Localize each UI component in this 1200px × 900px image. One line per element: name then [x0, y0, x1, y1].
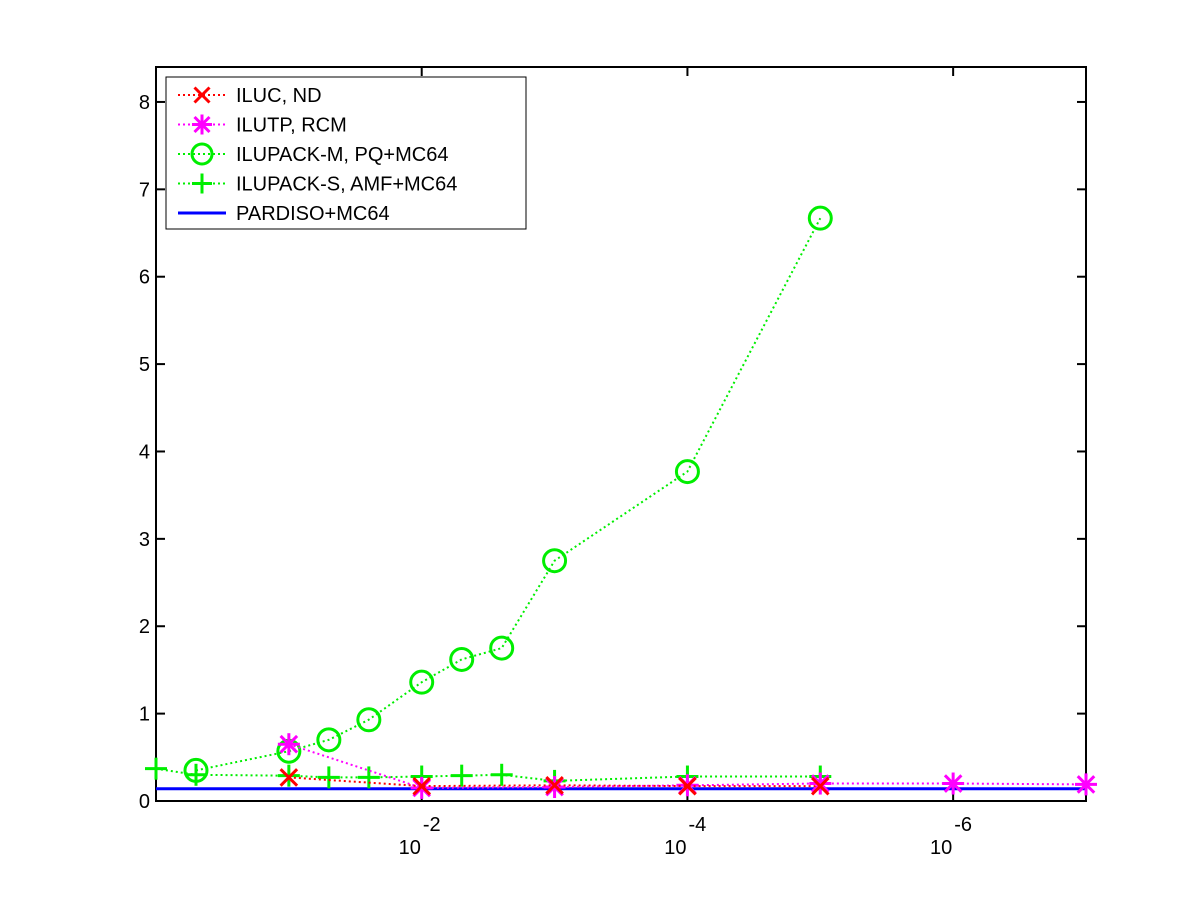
data-point-star — [942, 772, 965, 795]
data-point-circle — [183, 757, 209, 783]
data-point-x — [412, 776, 432, 796]
x-tick-label-base: 10 — [664, 837, 686, 859]
y-tick-label: 0 — [139, 791, 150, 813]
data-point-plus — [317, 766, 340, 789]
data-point-plus — [357, 766, 380, 789]
y-tick-label: 1 — [139, 704, 150, 726]
y-tick-label: 7 — [139, 179, 150, 201]
data-point-x — [279, 768, 299, 787]
x-tick-label-base: 10 — [399, 837, 421, 859]
data-point-circle — [409, 669, 435, 695]
series-line — [195, 217, 822, 772]
y-tick-label: 2 — [139, 616, 150, 638]
legend-entry: PARDISO+MC64 — [178, 203, 390, 225]
x-tick-label-exponent: -2 — [423, 814, 441, 836]
series-layer — [145, 205, 1097, 799]
data-point-x — [810, 776, 830, 796]
data-point-plus — [490, 763, 513, 786]
legend-entry: ILUC, ND — [178, 85, 322, 107]
legend-box — [165, 76, 527, 230]
legend-label: ILUTP, RCM — [236, 115, 347, 137]
data-point-circle — [449, 646, 475, 672]
y-tick-label: 5 — [139, 354, 150, 376]
legend-label: PARDISO+MC64 — [236, 203, 390, 225]
data-point-circle — [674, 459, 700, 485]
y-tick-label: 6 — [139, 267, 150, 289]
x-tick-label-base: 10 — [930, 837, 952, 859]
data-point-circle — [190, 142, 214, 166]
legend-entry: ILUPACK-M, PQ+MC64 — [178, 142, 448, 166]
legend-label: ILUPACK-S, AMF+MC64 — [236, 174, 457, 196]
data-point-x — [678, 776, 697, 796]
data-point-star — [277, 733, 300, 756]
data-point-star — [1075, 773, 1097, 796]
legend-entry: ILUTP, RCM — [178, 114, 347, 137]
series-2 — [183, 205, 833, 783]
series-0 — [279, 768, 830, 796]
x-tick-label-exponent: -4 — [689, 814, 707, 836]
data-point-circle — [356, 707, 382, 733]
data-point-circle — [316, 727, 342, 753]
data-point-star — [192, 114, 212, 135]
x-tick-label-exponent: -6 — [954, 814, 972, 836]
legend-label: ILUPACK-M, PQ+MC64 — [236, 144, 448, 166]
data-point-circle — [807, 205, 833, 231]
y-tick-label: 8 — [139, 92, 150, 114]
data-point-plus — [192, 173, 212, 194]
data-point-x — [193, 86, 211, 104]
legend-entry: ILUPACK-S, AMF+MC64 — [178, 173, 457, 196]
data-point-x — [545, 775, 564, 795]
data-point-plus — [450, 764, 473, 787]
y-tick-label: 4 — [139, 441, 150, 463]
data-point-plus — [145, 757, 167, 780]
data-point-circle — [542, 548, 568, 574]
legend-label: ILUC, ND — [236, 85, 322, 107]
data-point-circle — [489, 635, 515, 661]
legend: ILUC, ND ILUTP, RCM ILUPACK-M, PQ+MC64 ILUP… — [165, 76, 527, 230]
data-point-star — [809, 772, 832, 795]
y-tick-label: 3 — [139, 529, 150, 551]
